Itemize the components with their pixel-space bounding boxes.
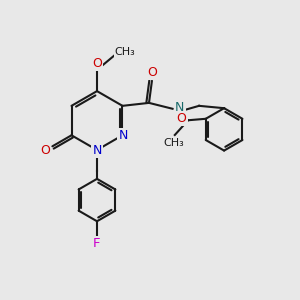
Text: O: O <box>148 66 158 79</box>
Text: CH₃: CH₃ <box>115 47 135 57</box>
Text: F: F <box>93 237 101 250</box>
Text: O: O <box>40 144 50 157</box>
Text: CH₃: CH₃ <box>163 138 184 148</box>
Text: H: H <box>176 112 184 122</box>
Text: N: N <box>92 144 102 157</box>
Text: O: O <box>177 112 187 125</box>
Text: N: N <box>175 101 184 114</box>
Text: N: N <box>118 129 128 142</box>
Text: O: O <box>92 57 102 70</box>
